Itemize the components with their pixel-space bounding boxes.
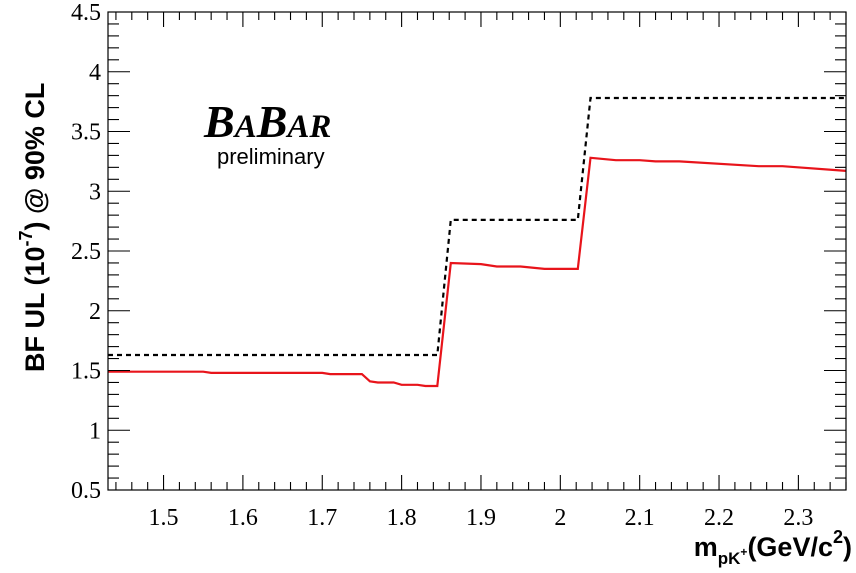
- x-tick-label: 2: [554, 505, 566, 531]
- plot-frame: [107, 11, 847, 491]
- logo-part1-small: A: [233, 109, 257, 145]
- x-tick-label: 1.9: [466, 505, 496, 531]
- svg-text:BABAR: BABAR: [203, 96, 331, 147]
- y-axis-title-post: ) @ 90% CL: [20, 83, 50, 231]
- x-tick-label: 2.2: [704, 505, 734, 531]
- y-tick-label: 4.5: [71, 0, 101, 26]
- y-tick-label: 3: [89, 179, 101, 205]
- y-tick-label: 1.5: [71, 359, 101, 385]
- y-axis-title-sup: -7: [16, 230, 36, 246]
- y-tick-label: 0.5: [71, 478, 101, 504]
- y-axis: 0.5 1 1.5 2 2.5 3 3.5 4 4.5: [71, 0, 846, 504]
- x-tick-label: 2.3: [783, 505, 813, 531]
- x-axis-title-main: m: [694, 532, 718, 562]
- y-tick-label: 2.5: [71, 239, 101, 265]
- x-tick-label: 1.5: [149, 505, 179, 531]
- logo-part1-big: B: [203, 96, 235, 147]
- x-axis: 1.5 1.6 1.7 1.8 1.9 2 2.1 2.2 2.3: [115, 12, 847, 531]
- x-tick-label: 1.6: [228, 505, 258, 531]
- y-axis-title-pre: BF UL (10: [20, 246, 50, 372]
- observed-limit-line: [108, 156, 847, 388]
- y-tick-label: 4: [89, 60, 101, 86]
- x-axis-title-unit-sup: 2: [833, 527, 843, 547]
- y-tick-label: 3.5: [71, 120, 101, 146]
- y-tick-label: 2: [89, 299, 101, 325]
- series-layer: [108, 96, 847, 388]
- expected-limit-line: [108, 96, 846, 357]
- x-axis-title-unit: (GeV/c: [747, 532, 833, 562]
- babar-logo: BABAR: [203, 96, 331, 147]
- logo-part2-big: B: [256, 96, 288, 147]
- x-axis-title-sub: pK: [718, 549, 741, 568]
- logo-part2-small: AR: [285, 109, 331, 145]
- x-tick-label: 1.7: [307, 505, 337, 531]
- y-tick-label: 1: [89, 418, 101, 444]
- x-tick-label: 2.1: [625, 505, 655, 531]
- y-axis-title: BF UL (10-7) @ 90% CL: [16, 83, 50, 372]
- x-axis-title: mpK+(GeV/c2): [694, 527, 852, 568]
- x-axis-title-subsup: +: [740, 545, 747, 559]
- x-tick-label: 1.8: [387, 505, 417, 531]
- preliminary-label: preliminary: [217, 144, 325, 169]
- x-axis-title-unit-close: ): [843, 532, 852, 562]
